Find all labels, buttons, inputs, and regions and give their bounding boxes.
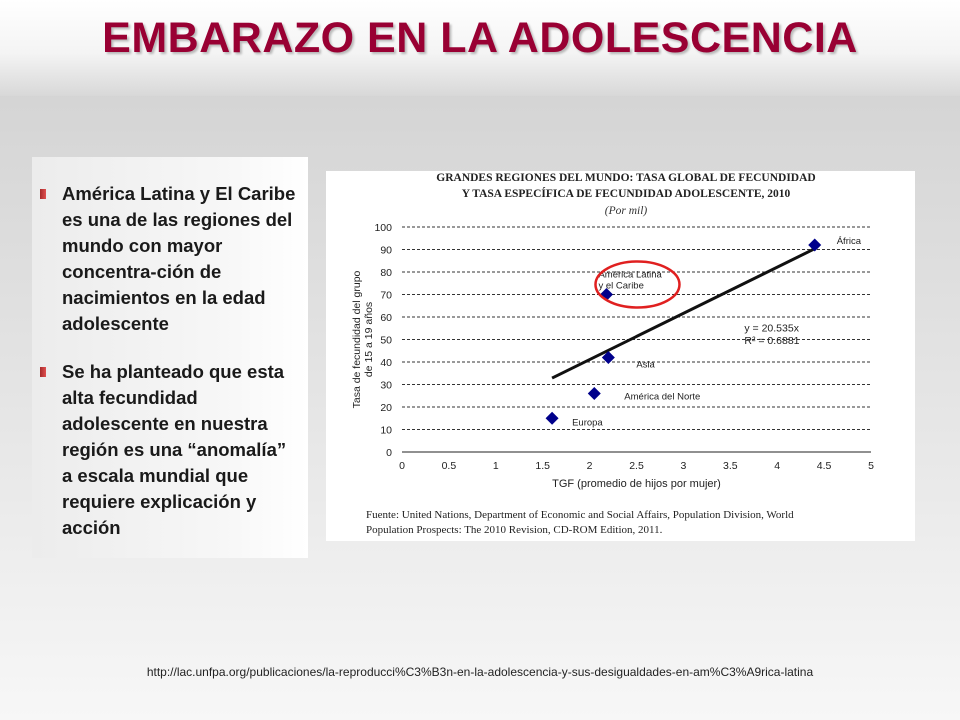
bullet-text: Se ha planteado que esta alta fecundidad…	[62, 361, 287, 538]
bullet-item: América Latina y El Caribe es una de las…	[40, 181, 300, 337]
bullet-item: Se ha planteado que esta alta fecundidad…	[40, 359, 300, 541]
chart-footnote-line: Population Prospects: The 2010 Revision,…	[366, 524, 663, 536]
x-tick-label: 1.5	[535, 460, 550, 472]
x-tick-label: 4	[774, 460, 780, 472]
data-point	[587, 387, 601, 400]
x-tick-label: 3	[680, 460, 686, 472]
x-tick-label: 2.5	[629, 460, 644, 472]
page-title: EMBARAZO EN LA ADOLESCENCIA	[102, 14, 858, 62]
x-tick-label: 0	[399, 460, 405, 472]
data-point-label: América Latina	[598, 270, 662, 281]
data-point-label: África	[837, 236, 862, 247]
x-tick-label: 2	[587, 460, 593, 472]
chart-footnote-line: Fuente: United Nations, Department of Ec…	[366, 509, 794, 521]
data-point-label: y el Caribe	[598, 281, 643, 292]
data-point-label: Europa	[572, 417, 603, 428]
x-axis-label: TGF (promedio de hijos por mujer)	[552, 478, 721, 490]
y-tick-label: 100	[374, 222, 392, 234]
text-panel: América Latina y El Caribe es una de las…	[32, 157, 308, 558]
bullet-marker-icon	[40, 189, 46, 199]
chart-title-line: Y TASA ESPECÍFICA DE FECUNDIDAD ADOLESCE…	[462, 186, 791, 200]
trendline-r2: R² = 0.6881	[744, 335, 799, 347]
data-point	[601, 351, 615, 364]
source-link[interactable]: http://lac.unfpa.org/publicaciones/la-re…	[146, 665, 814, 679]
y-tick-label: 30	[380, 380, 392, 392]
trendline	[551, 247, 816, 380]
chart-subtitle: (Por mil)	[605, 205, 648, 217]
y-tick-label: 40	[380, 357, 392, 369]
bullet-marker-icon	[40, 367, 46, 377]
y-tick-label: 0	[386, 447, 392, 459]
x-tick-label: 0.5	[442, 460, 457, 472]
data-point-label: América del Norte	[624, 392, 700, 403]
data-point	[545, 411, 559, 425]
x-tick-label: 4.5	[817, 460, 832, 472]
y-tick-label: 80	[380, 267, 392, 279]
y-tick-label: 10	[380, 425, 392, 437]
y-axis-label-line: Tasa de fecundidad del grupo	[351, 270, 363, 408]
scatter-chart: GRANDES REGIONES DEL MUNDO: TASA GLOBAL …	[351, 172, 874, 536]
data-point	[808, 238, 822, 252]
highlight-circle	[594, 260, 681, 309]
y-axis-label-line: de 15 a 19 años	[363, 302, 375, 377]
y-tick-label: 20	[380, 402, 392, 414]
y-tick-label: 90	[380, 245, 392, 257]
y-tick-label: 70	[380, 290, 392, 302]
y-tick-label: 50	[380, 335, 392, 347]
bullet-text: América Latina y El Caribe es una de las…	[62, 183, 296, 334]
x-tick-label: 3.5	[723, 460, 738, 472]
trendline-equation: y = 20.535x	[744, 323, 799, 335]
x-tick-label: 1	[493, 460, 499, 472]
chart-title-line: GRANDES REGIONES DEL MUNDO: TASA GLOBAL …	[436, 172, 815, 184]
data-point-label: Asia	[636, 360, 655, 371]
title-band	[0, 0, 960, 96]
x-tick-label: 5	[868, 460, 874, 472]
y-tick-label: 60	[380, 312, 392, 324]
chart-figure: GRANDES REGIONES DEL MUNDO: TASA GLOBAL …	[326, 171, 915, 541]
